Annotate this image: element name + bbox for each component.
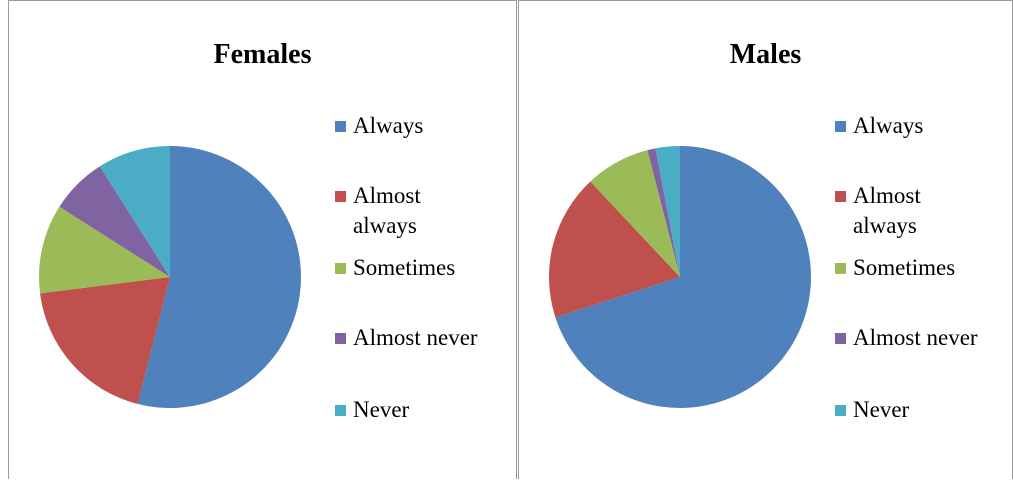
pie-slice bbox=[40, 277, 170, 404]
legend-item: Always bbox=[335, 111, 483, 141]
pie-slice bbox=[655, 146, 680, 277]
chart-panel: Males Always Almost always Sometimes Almost … bbox=[518, 0, 1013, 479]
legend-item: Never bbox=[835, 395, 983, 425]
pie-slice bbox=[59, 166, 170, 277]
legend-swatch bbox=[835, 405, 846, 416]
legend-label: Never bbox=[353, 397, 410, 422]
legend-label: Sometimes bbox=[853, 255, 956, 280]
legend-label: Almost never bbox=[853, 325, 978, 350]
legend-swatch bbox=[835, 333, 846, 344]
legend-label: Almost always bbox=[353, 183, 421, 238]
pie-slice bbox=[590, 150, 680, 277]
pie-slice bbox=[555, 146, 811, 408]
legend-item: Sometimes bbox=[835, 253, 983, 283]
legend-item: Never bbox=[335, 395, 483, 425]
pie-chart bbox=[549, 146, 811, 408]
pie-slice bbox=[549, 181, 680, 318]
legend-swatch bbox=[335, 121, 346, 132]
legend-item: Almost never bbox=[335, 323, 483, 353]
legend-item: Always bbox=[835, 111, 983, 141]
legend-label: Sometimes bbox=[353, 255, 456, 280]
legend-label: Almost never bbox=[353, 325, 478, 350]
pie-chart bbox=[38, 146, 301, 408]
pie-slice bbox=[99, 146, 170, 277]
legend-swatch bbox=[335, 263, 346, 274]
legend-swatch bbox=[835, 191, 846, 202]
legend-swatch bbox=[335, 333, 346, 344]
legend-item: Almost never bbox=[835, 323, 983, 353]
legend-swatch bbox=[835, 121, 846, 132]
legend-item: Almost always bbox=[835, 181, 983, 241]
legend-swatch bbox=[335, 405, 346, 416]
pie-slice bbox=[647, 148, 680, 277]
chart-title: Males bbox=[729, 39, 802, 70]
chart-title: Females bbox=[213, 39, 312, 70]
legend-label: Always bbox=[353, 113, 424, 138]
chart-panel: Females Always Almost always Sometimes Almos… bbox=[8, 0, 517, 479]
legend-label: Never bbox=[853, 397, 910, 422]
legend-item: Almost always bbox=[335, 181, 483, 241]
pie-slice bbox=[38, 206, 170, 294]
legend-item: Sometimes bbox=[335, 253, 483, 283]
legend-swatch bbox=[835, 263, 846, 274]
pie-slice bbox=[137, 146, 301, 408]
legend-swatch bbox=[335, 191, 346, 202]
legend-label: Almost always bbox=[853, 183, 921, 238]
legend-label: Always bbox=[853, 113, 924, 138]
